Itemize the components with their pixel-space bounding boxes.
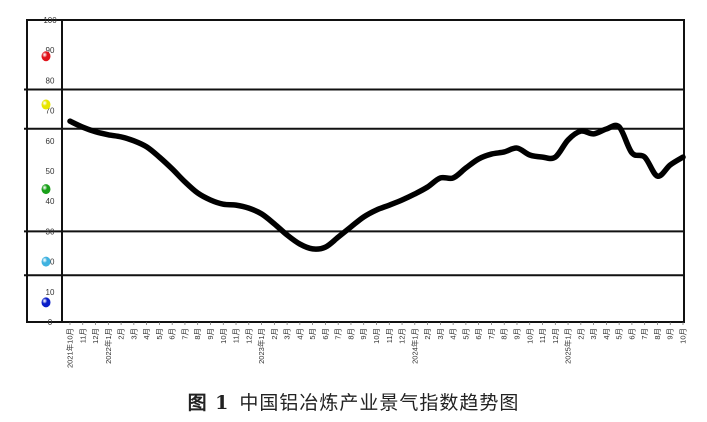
y-tick-label: 70 xyxy=(46,107,55,116)
x-tick-label: 6月 xyxy=(321,328,330,340)
x-tick-label: 3月 xyxy=(589,328,598,340)
y-tick-label: 100 xyxy=(43,16,57,25)
light-blue-light xyxy=(41,256,51,267)
x-tick-label: 11月 xyxy=(538,328,547,343)
y-tick-label: 30 xyxy=(46,227,55,236)
x-tick-label: 8月 xyxy=(193,328,202,340)
figure-label: 图 1 xyxy=(187,392,230,414)
signal-lights xyxy=(41,51,51,308)
x-tick-label: 2月 xyxy=(423,328,432,340)
outer-border xyxy=(26,19,685,323)
x-tick-label: 8月 xyxy=(500,328,509,340)
x-tick-label: 2022年1月 xyxy=(103,328,113,364)
x-tick-label: 12月 xyxy=(244,328,253,344)
x-tick-label: 8月 xyxy=(346,328,355,340)
x-tick-label: 5月 xyxy=(155,328,164,340)
x-tick-label: 10月 xyxy=(219,328,228,344)
y-tick-label: 60 xyxy=(46,137,55,146)
x-tick-label: 7月 xyxy=(487,328,496,340)
figure-title: 中国铝冶炼产业景气指数趋势图 xyxy=(239,392,520,414)
line-chart: 0102030405060708090100 2021年10月11月12月202… xyxy=(24,16,688,368)
x-tick-label: 3月 xyxy=(436,328,445,340)
x-tick-label: 6月 xyxy=(627,328,636,340)
x-tick-label: 11月 xyxy=(232,328,241,343)
figure-caption: 图 1 中国铝冶炼产业景气指数趋势图 xyxy=(0,388,707,415)
x-tick-label: 2024年1月 xyxy=(409,328,419,364)
x-tick-label: 4月 xyxy=(295,328,304,340)
x-tick-label: 3月 xyxy=(129,328,138,340)
x-tick-label: 5月 xyxy=(615,328,624,340)
x-tick-label: 9月 xyxy=(359,328,368,340)
x-tick-label: 2月 xyxy=(117,328,126,340)
x-tick-label: 7月 xyxy=(334,328,343,340)
red-light xyxy=(41,51,51,62)
x-tick-label: 7月 xyxy=(640,328,649,340)
x-tick-label: 12月 xyxy=(551,328,560,344)
y-axis-ticks: 0102030405060708090100 xyxy=(43,16,57,327)
x-tick-label: 11月 xyxy=(385,328,394,343)
x-tick-label: 6月 xyxy=(474,328,483,340)
x-tick-label: 10月 xyxy=(679,328,688,344)
x-tick-label: 9月 xyxy=(666,328,675,340)
x-tick-label: 3月 xyxy=(283,328,292,340)
x-tick-label: 11月 xyxy=(78,328,87,343)
x-axis-ticks: 2021年10月 11月 12月 2022年1月 2月 3月 4月 5月 6月 7月 8月 9月 10月… xyxy=(65,322,688,368)
y-tick-label: 40 xyxy=(46,197,55,206)
blue-light xyxy=(41,297,51,308)
x-tick-label: 7月 xyxy=(180,328,189,340)
green-light xyxy=(41,184,51,195)
yellow-light xyxy=(41,99,51,110)
x-tick-label: 12月 xyxy=(398,328,407,344)
y-tick-label: 0 xyxy=(48,318,53,327)
y-tick-label: 10 xyxy=(46,288,55,297)
x-tick-label: 2021年10月 xyxy=(65,328,75,368)
x-tick-label: 2025年1月 xyxy=(563,328,573,364)
chart-frame xyxy=(24,19,685,323)
y-tick-label: 50 xyxy=(46,167,55,176)
x-tick-label: 2月 xyxy=(270,328,279,340)
x-tick-label: 2月 xyxy=(576,328,585,340)
x-tick-label: 10月 xyxy=(525,328,534,344)
x-tick-label: 4月 xyxy=(142,328,151,340)
x-tick-label: 6月 xyxy=(168,328,177,340)
x-tick-label: 4月 xyxy=(602,328,611,340)
x-tick-label: 8月 xyxy=(653,328,662,340)
x-tick-label: 5月 xyxy=(461,328,470,340)
index-line xyxy=(67,118,686,252)
x-tick-label: 2023年1月 xyxy=(256,328,266,364)
x-tick-label: 5月 xyxy=(308,328,317,340)
x-tick-label: 4月 xyxy=(449,328,458,340)
y-tick-label: 80 xyxy=(46,76,55,85)
x-tick-label: 9月 xyxy=(206,328,215,340)
x-tick-label: 9月 xyxy=(512,328,521,340)
x-tick-label: 10月 xyxy=(372,328,381,344)
y-tick-label: 90 xyxy=(46,46,55,55)
x-tick-label: 12月 xyxy=(91,328,100,344)
